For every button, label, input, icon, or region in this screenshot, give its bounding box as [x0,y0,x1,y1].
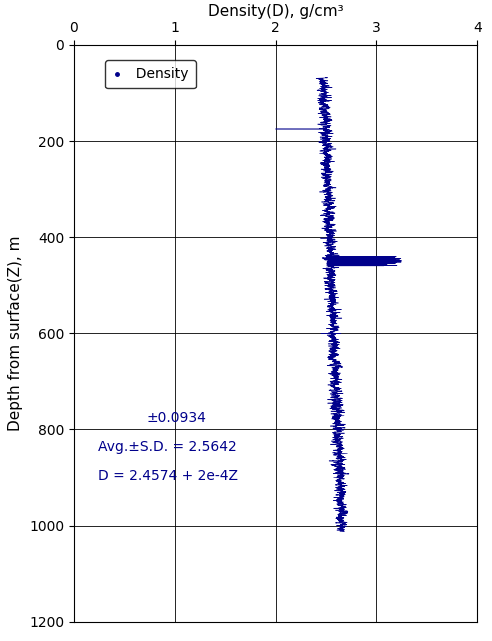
Text: Avg.±S.D. = 2.5642: Avg.±S.D. = 2.5642 [98,440,237,454]
Text: D = 2.4574 + 2e-4Z: D = 2.4574 + 2e-4Z [98,469,238,483]
Y-axis label: Depth from surface(Z), m: Depth from surface(Z), m [8,236,24,431]
Text: ±0.0934: ±0.0934 [147,412,206,425]
X-axis label: Density(D), g/cm³: Density(D), g/cm³ [208,4,343,19]
Legend:   Density: Density [105,60,196,88]
